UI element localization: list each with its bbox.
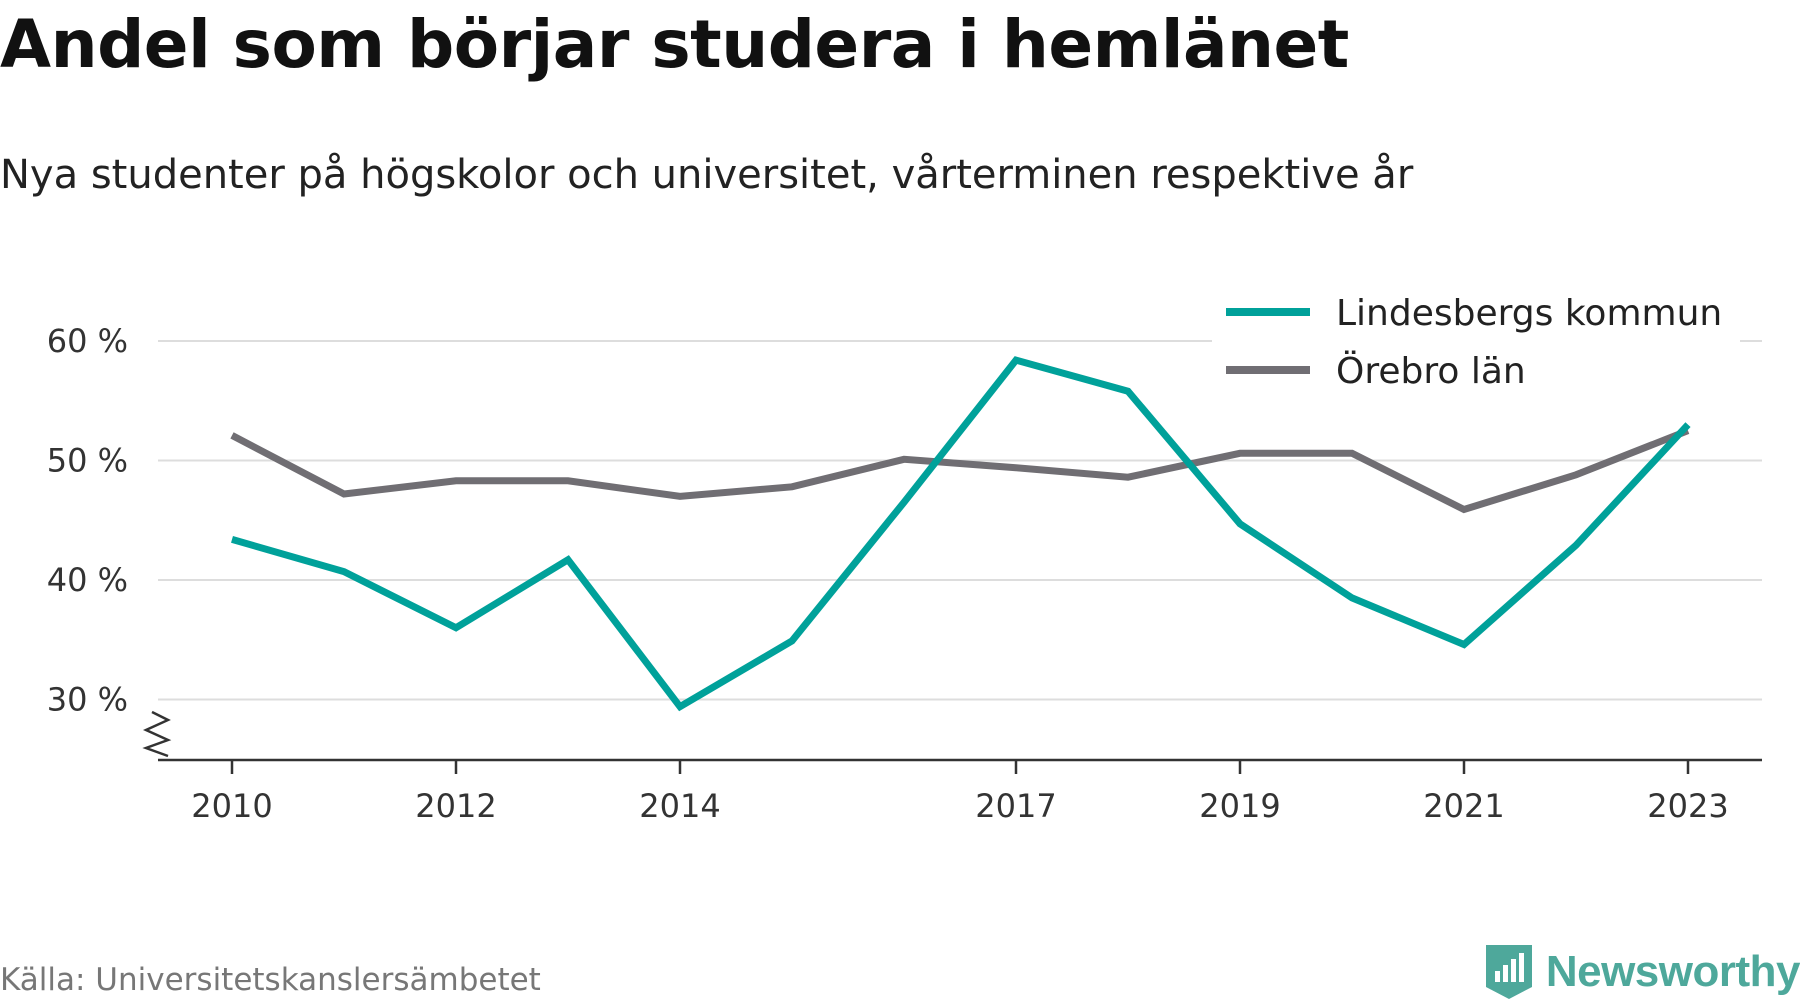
legend: Lindesbergs kommun Örebro län xyxy=(1212,282,1740,400)
series-line xyxy=(230,427,1690,514)
legend-label: Lindesbergs kommun xyxy=(1336,293,1722,334)
x-tick-label: 2010 xyxy=(191,787,272,825)
x-tick-label: 2014 xyxy=(639,787,720,825)
chart-title: Andel som börjar studera i hemlänet xyxy=(0,6,1349,83)
x-tick-label: 2021 xyxy=(1423,787,1504,825)
x-axis xyxy=(142,710,1762,762)
brand: Newsworthy xyxy=(1484,942,1800,1002)
x-tick-label: 2023 xyxy=(1647,787,1728,825)
x-axis-tick-labels: 2010 2012 2014 2017 2019 2021 2023 xyxy=(191,760,1729,825)
x-tick-label: 2012 xyxy=(415,787,496,825)
brand-name: Newsworthy xyxy=(1545,947,1800,996)
chart-subtitle: Nya studenter på högskolor och universit… xyxy=(0,152,1414,198)
x-tick-label: 2019 xyxy=(1199,787,1280,825)
series-line xyxy=(231,356,1691,712)
legend-label: Örebro län xyxy=(1336,350,1526,392)
x-tick-label: 2017 xyxy=(975,787,1056,825)
y-tick-label: 30 % xyxy=(47,681,128,719)
legend-background xyxy=(1212,282,1740,400)
series-lines xyxy=(230,356,1691,712)
y-axis-tick-labels: 60 % 50 % 40 % 30 % xyxy=(47,322,128,719)
axis-break-marker xyxy=(142,710,172,758)
y-tick-label: 60 % xyxy=(47,322,128,360)
y-tick-label: 50 % xyxy=(47,442,128,480)
source-note: Källa: Universitetskanslersämbetet xyxy=(0,962,541,998)
newsworthy-logo-icon xyxy=(1485,945,1532,999)
y-tick-label: 40 % xyxy=(47,561,128,599)
